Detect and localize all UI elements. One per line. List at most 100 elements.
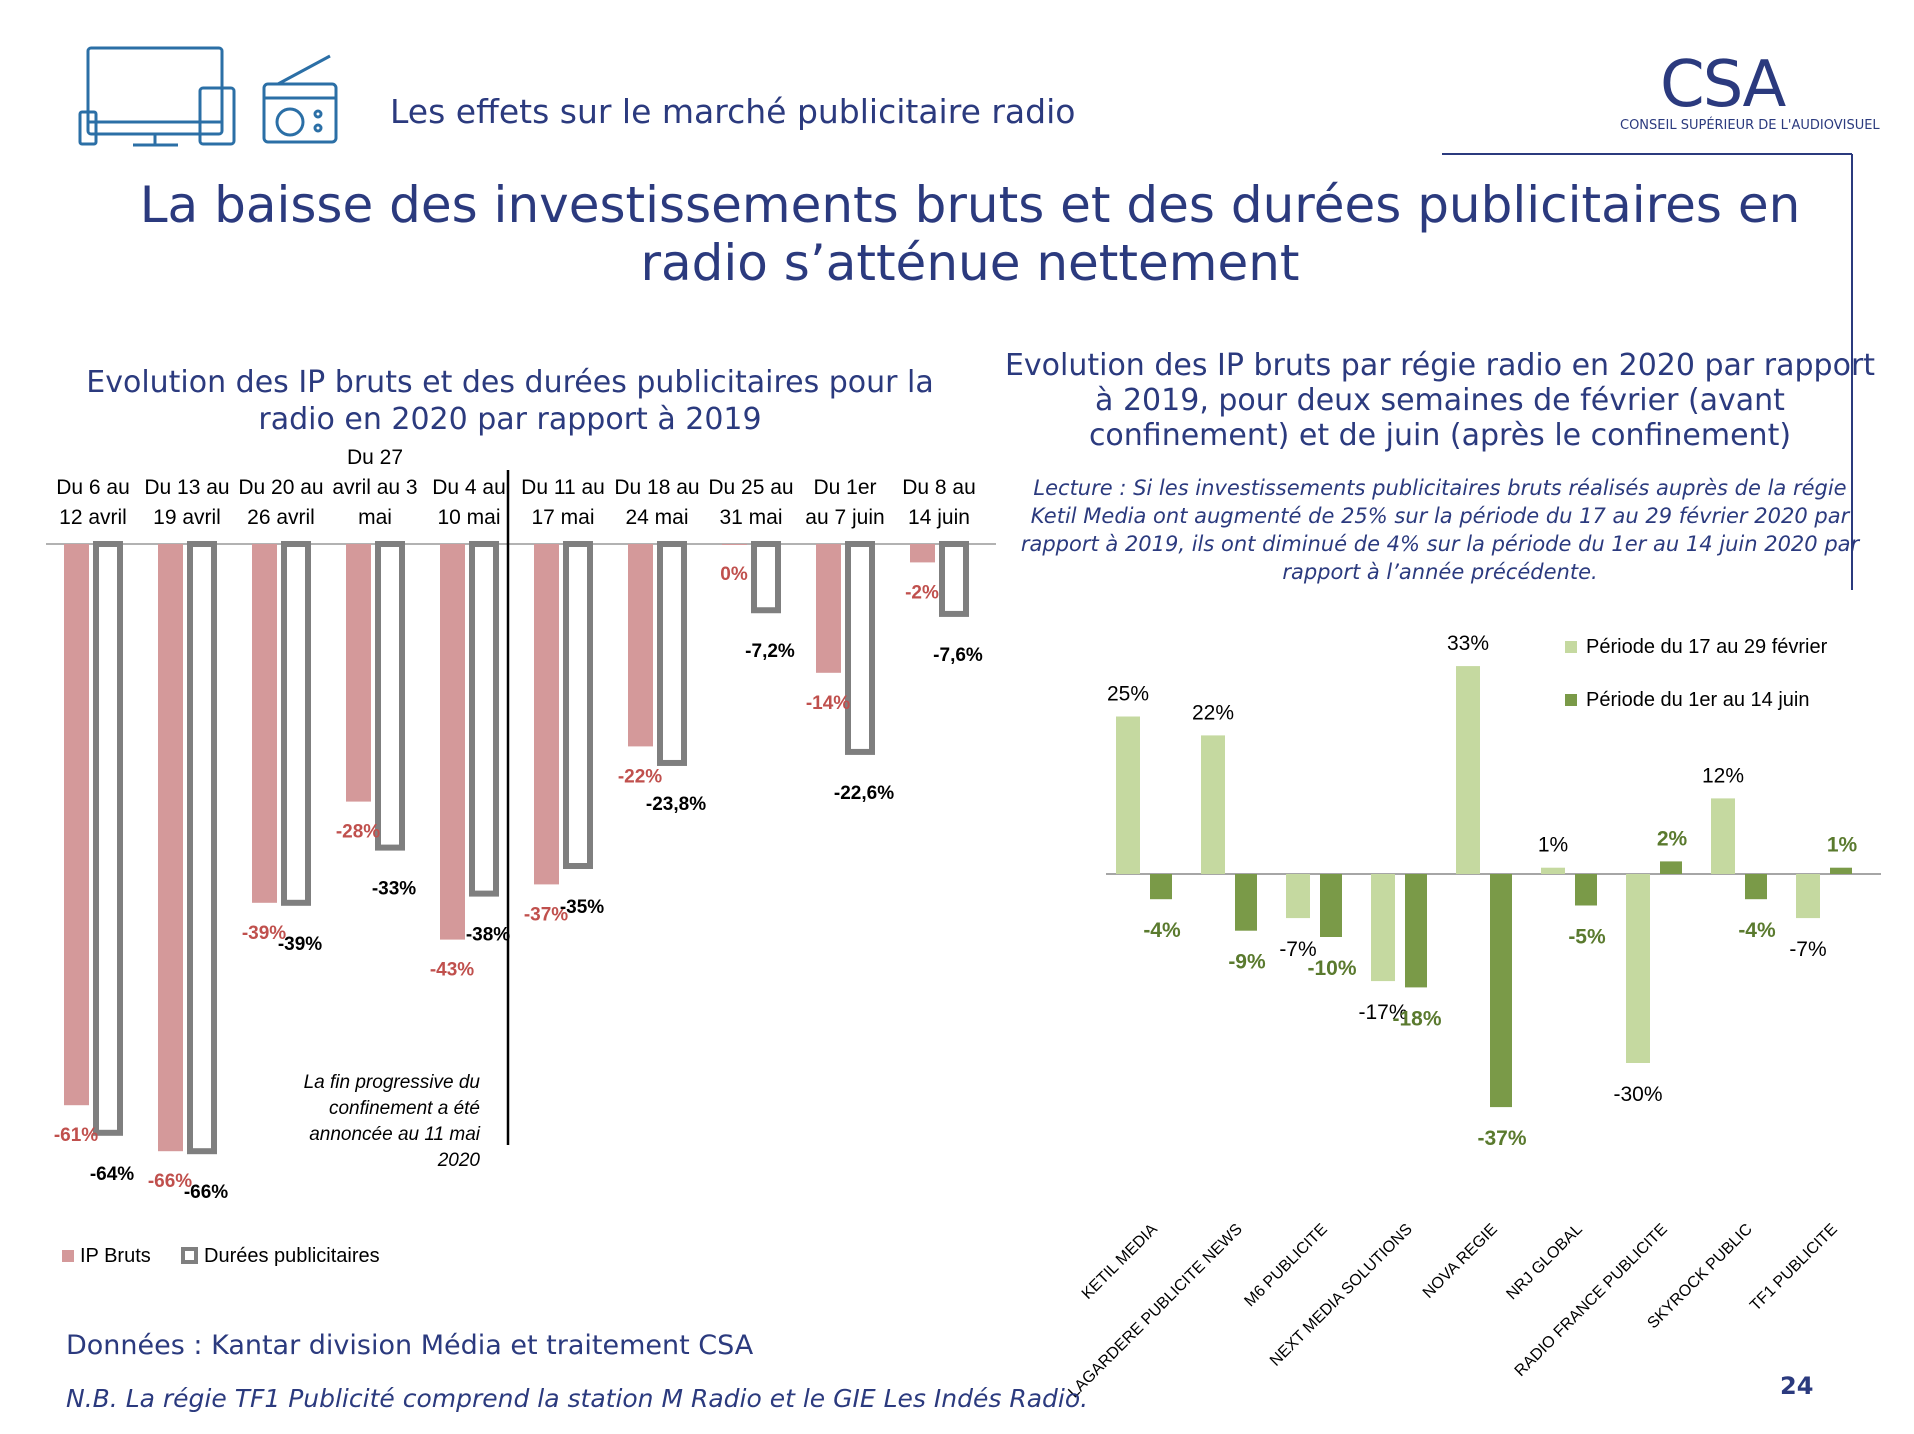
bar-durees (281, 541, 311, 906)
legend-swatch-fevrier (1565, 641, 1577, 653)
legend-label-fevrier: Période du 17 au 29 février (1586, 636, 1828, 658)
x-tick-label: M6 PUBLICITE (1241, 1221, 1330, 1310)
bar-ip-bruts (816, 544, 841, 673)
x-tick-label: TF1 PUBLICITE (1747, 1221, 1841, 1315)
bar-ip-bruts (252, 544, 277, 903)
data-label-ip-bruts: -39% (242, 923, 286, 944)
data-label-durees: -66% (184, 1182, 228, 1203)
bar-juin (1150, 874, 1172, 900)
x-tick-label: 26 avril (247, 506, 315, 529)
x-tick-label: 10 mai (437, 506, 500, 529)
bar-ip-bruts (158, 544, 183, 1152)
bar-durees (751, 541, 781, 614)
x-tick-label: KETIL MEDIA (1079, 1221, 1161, 1303)
bar-juin (1830, 867, 1852, 874)
x-tick-label: Du 4 au (432, 476, 506, 499)
legend-swatch-juin (1565, 694, 1577, 706)
left-bar-chart: Du 6 au 12 avril Du 13 au 19 avril Du 20 au 2… (46, 446, 996, 1267)
data-label-juin: -10% (1307, 957, 1356, 980)
bar-juin (1405, 874, 1427, 988)
reading-note: Lecture : Si les investissements publici… (1020, 476, 1860, 584)
bar-juin (1575, 874, 1597, 906)
data-label-ip-bruts: -28% (336, 822, 380, 843)
x-tick-label: Du 11 au (521, 476, 605, 499)
bar-ip-bruts (64, 544, 89, 1106)
bar-fevrier (1116, 716, 1140, 874)
bar-ip-bruts (722, 544, 747, 545)
x-tick-label: 14 juin (908, 506, 970, 529)
data-label-juin: -5% (1568, 926, 1606, 949)
data-label-juin: 2% (1657, 827, 1688, 850)
x-tick-label: Du 6 au (56, 476, 130, 499)
legend-label-juin: Période du 1er au 14 juin (1586, 689, 1810, 711)
bar-ip-bruts (346, 544, 371, 802)
x-tick-label: NRJ GLOBAL (1503, 1221, 1586, 1304)
bar-ip-bruts (534, 544, 559, 885)
data-label-fevrier: -7% (1279, 938, 1316, 961)
x-tick-label: avril au 3 (332, 476, 417, 499)
data-label-fevrier: 33% (1447, 632, 1489, 655)
x-tick-label: Du 8 au (902, 476, 976, 499)
x-tick-label: 19 avril (153, 506, 221, 529)
data-label-fevrier: 25% (1107, 683, 1149, 706)
bar-ip-bruts (628, 544, 653, 747)
bar-juin (1235, 874, 1257, 931)
data-label-fevrier: 12% (1702, 764, 1744, 787)
bar-fevrier (1201, 735, 1225, 874)
bar-fevrier (1796, 874, 1820, 919)
data-label-durees: -64% (90, 1164, 134, 1185)
x-tick-label: Du 1er (813, 476, 876, 499)
bar-fevrier (1711, 798, 1735, 874)
bar-juin (1490, 874, 1512, 1108)
x-tick-label: Du 13 au (144, 476, 229, 499)
bar-fevrier (1456, 666, 1480, 874)
data-label-durees: -22,6% (834, 783, 894, 804)
x-tick-label: 12 avril (59, 506, 127, 529)
csa-logo-subtitle: CONSEIL SUPÉRIEUR DE L'AUDIOVISUEL (1620, 118, 1880, 133)
data-label-ip-bruts: 0% (720, 564, 748, 585)
data-label-durees: -7,2% (745, 641, 795, 662)
x-tick-label: 24 mai (625, 506, 688, 529)
header-frame-lines (1442, 153, 1853, 590)
data-label-ip-bruts: -66% (148, 1171, 192, 1192)
footnote: N.B. La régie TF1 Publicité comprend la … (66, 1384, 1089, 1413)
data-label-ip-bruts: -14% (806, 693, 850, 714)
bar-durees (563, 541, 593, 869)
header-subtitle: Les effets sur le marché publicitaire ra… (390, 92, 1076, 131)
data-label-ip-bruts: -43% (430, 960, 474, 981)
csa-logo: CSA (1660, 48, 1786, 122)
data-label-ip-bruts: -2% (905, 582, 939, 603)
data-label-fevrier: 1% (1538, 834, 1568, 857)
data-label-durees: -33% (372, 879, 416, 900)
data-label-juin: -9% (1228, 951, 1266, 974)
bar-fevrier (1541, 867, 1565, 874)
bar-durees (469, 541, 499, 897)
bar-durees (657, 541, 687, 766)
bar-durees (939, 541, 969, 617)
x-tick-label: 31 mai (719, 506, 782, 529)
media-devices-icons (78, 46, 338, 147)
data-label-juin: -4% (1738, 919, 1776, 942)
data-label-ip-bruts: -37% (524, 904, 568, 925)
legend-label-durees: Durées publicitaires (204, 1245, 380, 1267)
data-label-juin: 1% (1827, 834, 1858, 857)
phone-icon (78, 110, 98, 146)
x-tick-label: 17 mai (531, 506, 594, 529)
x-tick-label: NEXT MEDIA SOLUTIONS (1267, 1221, 1416, 1370)
bar-juin (1660, 861, 1682, 874)
main-title: La baisse des investissements bruts et d… (139, 176, 1801, 292)
bar-durees (93, 541, 123, 1136)
data-label-ip-bruts: -61% (54, 1125, 98, 1146)
x-tick-label: Du 18 au (614, 476, 699, 499)
bar-juin (1320, 874, 1342, 937)
bar-durees (187, 541, 217, 1155)
data-label-fevrier: -17% (1358, 1001, 1407, 1024)
radio-icon (262, 54, 338, 144)
data-label-juin: -4% (1143, 919, 1181, 942)
data-label-durees: -23,8% (646, 794, 706, 815)
data-label-fevrier: 22% (1192, 701, 1234, 724)
x-tick-label: NOVA REGIE (1420, 1221, 1501, 1302)
left-chart-title: Evolution des IP bruts et des durées pub… (86, 365, 934, 437)
data-label-juin: -37% (1477, 1127, 1526, 1150)
x-tick-label: Du 20 au (238, 476, 323, 499)
